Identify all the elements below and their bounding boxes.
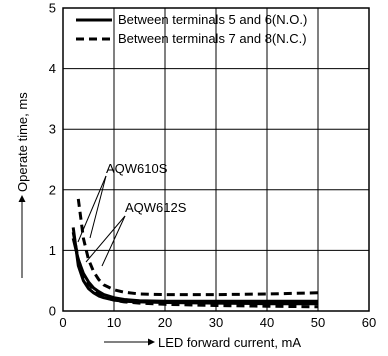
leader-aqw610s-1 xyxy=(77,175,107,243)
x-tick-label: 20 xyxy=(158,315,172,330)
annotations: AQW610S AQW612S xyxy=(77,161,187,267)
annotation-aqw610s: AQW610S xyxy=(106,161,168,176)
y-tick-label: 5 xyxy=(49,1,56,16)
y-axis-label: Operate time, ms xyxy=(15,92,30,278)
legend: Between terminals 5 and 6(N.O.) Between … xyxy=(76,12,307,46)
y-axis-label-arrowhead xyxy=(18,195,26,202)
x-tick-label: 0 xyxy=(59,315,66,330)
leader-aqw612s-1 xyxy=(85,215,126,263)
series-line-1-solid xyxy=(71,227,318,306)
leader-aqw610s-2 xyxy=(89,175,107,239)
plot-frame xyxy=(62,7,370,312)
x-tick-label: 30 xyxy=(209,315,223,330)
y-tick-label: 4 xyxy=(49,61,56,76)
x-tick-label: 40 xyxy=(260,315,274,330)
series-line-4-dashed xyxy=(71,231,319,309)
x-tick-label: 60 xyxy=(362,315,376,330)
y-tick-labels: 0 1 2 3 4 5 xyxy=(49,1,56,319)
legend-label-no: Between terminals 5 and 6(N.O.) xyxy=(118,12,307,27)
series-layer xyxy=(71,198,319,309)
x-tick-label: 10 xyxy=(107,315,121,330)
y-axis-title: Operate time, ms xyxy=(15,92,30,192)
leader-aqw612s-2 xyxy=(101,215,126,267)
y-tick-label: 2 xyxy=(49,182,56,197)
legend-label-nc: Between terminals 7 and 8(N.C.) xyxy=(118,31,307,46)
y-tick-label: 1 xyxy=(49,243,56,258)
x-axis-label-arrowhead xyxy=(148,338,155,346)
grid xyxy=(63,8,369,311)
annotation-aqw612s: AQW612S xyxy=(125,200,187,215)
y-tick-label: 3 xyxy=(49,122,56,137)
y-tick-label: 0 xyxy=(49,304,56,319)
x-axis-label: LED forward current, mA xyxy=(104,335,301,350)
x-axis-title: LED forward current, mA xyxy=(158,335,301,350)
x-tick-label: 50 xyxy=(311,315,325,330)
x-tick-labels: 0 10 20 30 40 50 60 xyxy=(59,315,376,330)
